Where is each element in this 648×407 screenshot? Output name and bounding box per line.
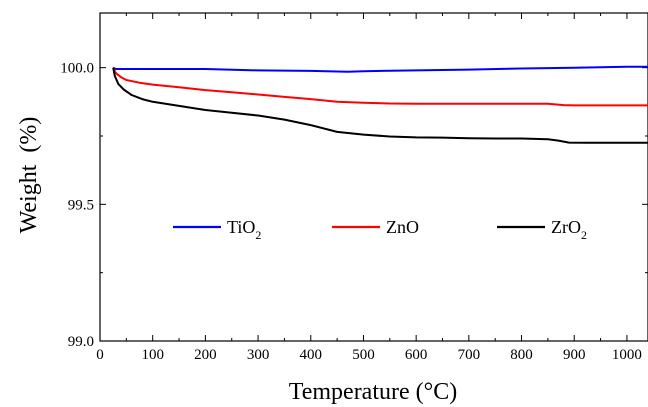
y-tick-label: 99.0: [68, 334, 94, 350]
legend-label-main: TiO: [227, 217, 255, 237]
legend-label-subscript: 2: [255, 228, 261, 242]
x-axis-title: Temperature (°C): [289, 379, 458, 405]
x-tick-label: 100: [141, 347, 164, 363]
series-layer: [112, 65, 648, 144]
plot-axes: 0 100 200 300 400 500 600 700 800 900 1000 99.0 99.5…: [60, 12, 648, 363]
y-tick-label: 99.5: [68, 197, 94, 213]
legend-label-main: ZrO: [551, 217, 581, 237]
legend: TiO2 ZnO ZrO2: [173, 217, 587, 242]
series-line-tio2: [112, 65, 648, 73]
x-tick-label: 400: [300, 347, 323, 363]
series-line-zno: [112, 67, 648, 107]
x-tick-label: 800: [510, 347, 533, 363]
x-tick-label: 1000: [612, 347, 642, 363]
x-tick-label: 500: [352, 347, 375, 363]
x-tick-label: 300: [247, 347, 270, 363]
x-tick-label: 0: [96, 347, 104, 363]
x-tick-label: 200: [194, 347, 217, 363]
legend-label-main: ZnO: [386, 217, 419, 237]
x-tick-label: 700: [458, 347, 481, 363]
legend-label-tio2: TiO2: [227, 217, 261, 242]
y-tick-label: 100.0: [60, 61, 94, 77]
plot-frame: [99, 12, 648, 342]
legend-label-subscript: 2: [581, 228, 587, 242]
y-axis-title: Weight (%): [16, 117, 42, 234]
series-line-zro2: [112, 67, 648, 144]
x-tick-label: 900: [563, 347, 586, 363]
x-tick-label: 600: [405, 347, 428, 363]
legend-label-zno: ZnO: [386, 217, 419, 237]
legend-label-zro2: ZrO2: [551, 217, 587, 242]
